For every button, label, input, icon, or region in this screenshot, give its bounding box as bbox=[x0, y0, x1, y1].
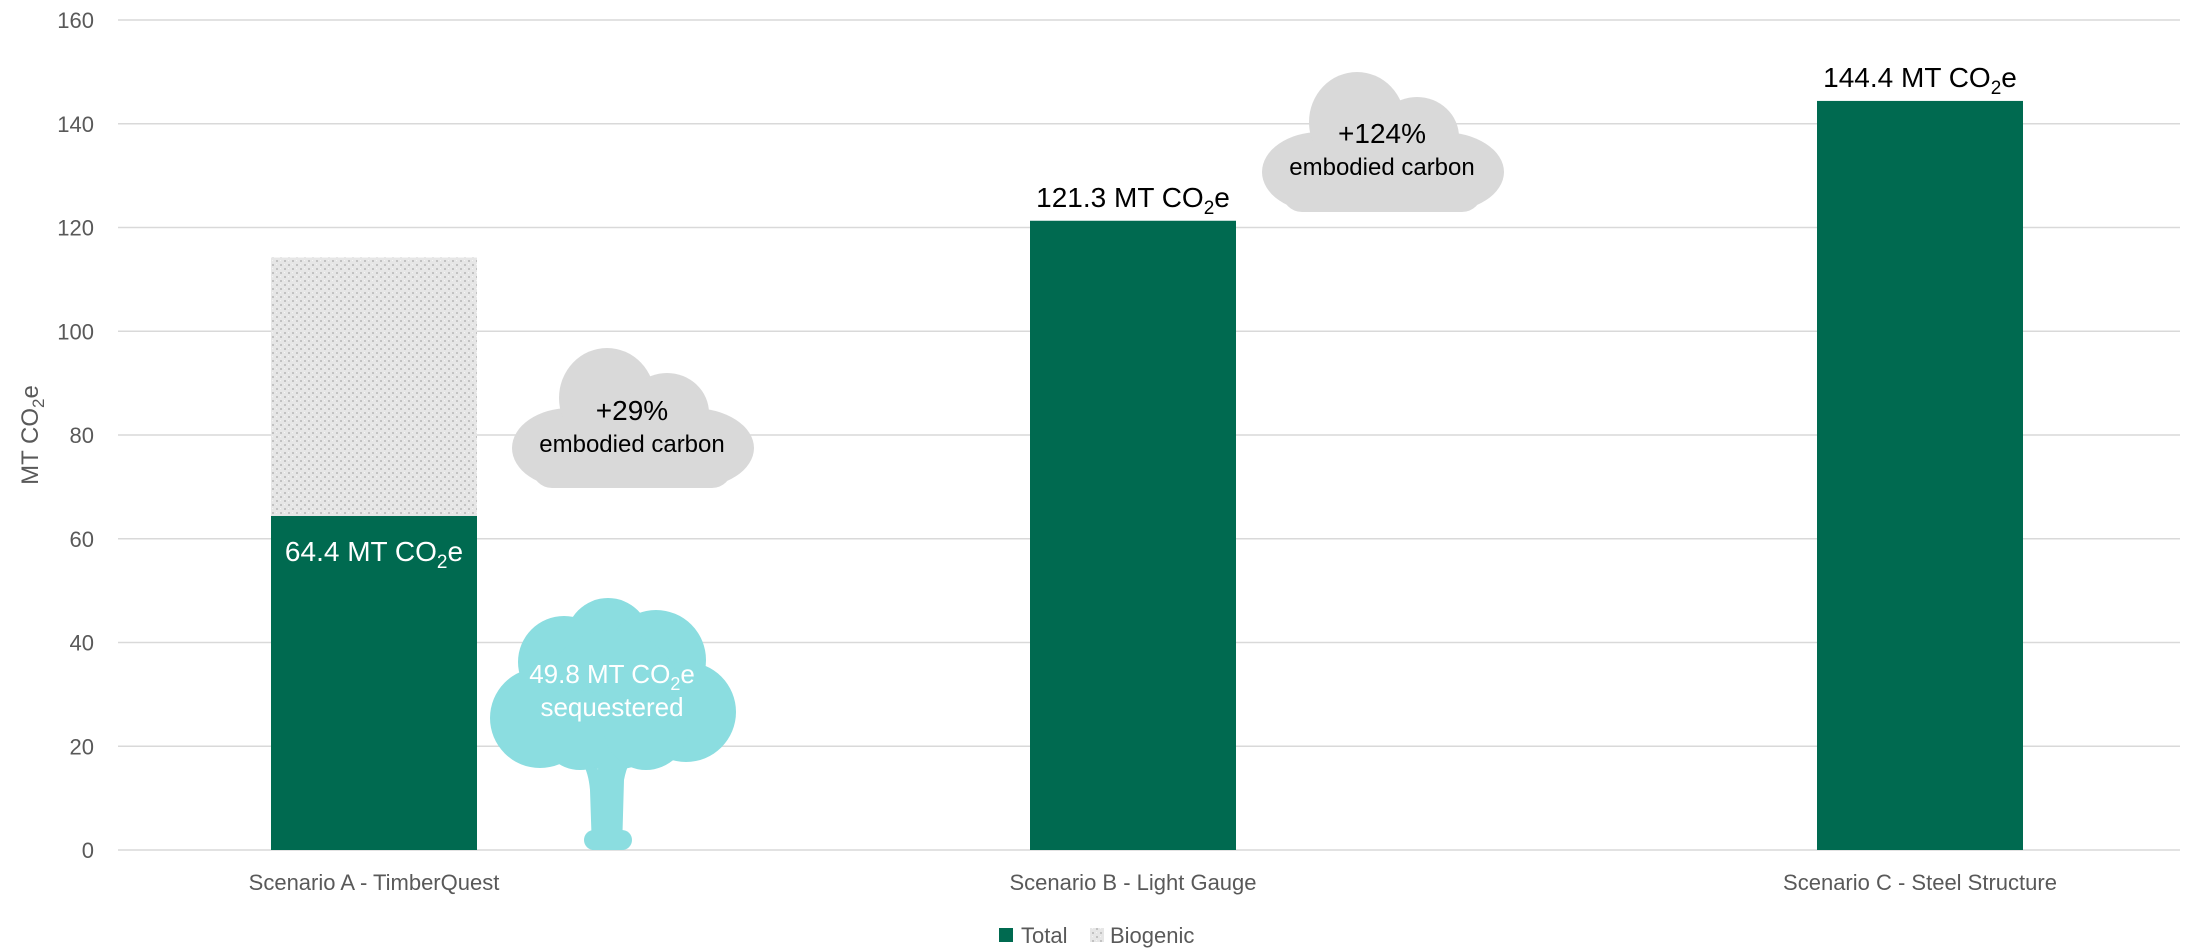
cloud-a-text: embodied carbon bbox=[539, 431, 724, 458]
data-label: 121.3 MT CO2e bbox=[1036, 182, 1230, 219]
data-label: 64.4 MT CO2e bbox=[285, 536, 463, 573]
y-tick-label: 20 bbox=[70, 734, 94, 759]
category-label: Scenario B - Light Gauge bbox=[1009, 870, 1256, 895]
tree-icon bbox=[490, 598, 736, 850]
y-axis-ticks: 0 20 40 60 80 100 120 140 160 bbox=[57, 8, 94, 863]
legend-total-label: Total bbox=[1021, 923, 1067, 948]
cloud-b-text: embodied carbon bbox=[1289, 154, 1474, 181]
legend-biogenic-swatch bbox=[1090, 928, 1104, 942]
bars bbox=[271, 100, 2023, 851]
cloud-icon bbox=[1262, 72, 1504, 212]
y-tick-label: 40 bbox=[70, 631, 94, 656]
legend: Total Biogenic bbox=[999, 923, 1194, 948]
y-tick-label: 120 bbox=[57, 216, 94, 241]
cloud-a-percent: +29% bbox=[596, 395, 668, 426]
cloud-b-percent: +124% bbox=[1338, 118, 1426, 149]
category-label: Scenario C - Steel Structure bbox=[1783, 870, 2057, 895]
tree-value: 49.8 MT CO2e bbox=[529, 659, 695, 694]
tree-text: sequestered bbox=[540, 692, 683, 722]
tree-annotation: 49.8 MT CO2e sequestered bbox=[490, 598, 736, 850]
bar-total bbox=[271, 515, 477, 850]
y-tick-label: 100 bbox=[57, 319, 94, 344]
cloud-annotation-a: +29% embodied carbon bbox=[512, 348, 754, 488]
y-tick-label: 0 bbox=[82, 838, 94, 863]
bar-total bbox=[1030, 220, 1236, 851]
y-tick-label: 60 bbox=[70, 527, 94, 552]
bar-total bbox=[1817, 100, 2023, 851]
y-tick-label: 80 bbox=[70, 423, 94, 448]
y-tick-label: 160 bbox=[57, 8, 94, 33]
category-labels: Scenario A - TimberQuest Scenario B - Lig… bbox=[249, 870, 2057, 895]
y-tick-label: 140 bbox=[57, 112, 94, 137]
cloud-icon bbox=[512, 348, 754, 488]
category-label: Scenario A - TimberQuest bbox=[249, 870, 500, 895]
bar-biogenic bbox=[271, 257, 477, 516]
cloud-annotation-b: +124% embodied carbon bbox=[1262, 72, 1504, 212]
legend-total-swatch bbox=[999, 928, 1013, 942]
data-label: 144.4 MT CO2e bbox=[1823, 62, 2017, 99]
y-axis-label: MT CO2e bbox=[17, 385, 48, 485]
data-labels: 64.4 MT CO2e 121.3 MT CO2e 144.4 MT CO2e bbox=[285, 62, 2017, 573]
legend-biogenic-label: Biogenic bbox=[1110, 923, 1194, 948]
